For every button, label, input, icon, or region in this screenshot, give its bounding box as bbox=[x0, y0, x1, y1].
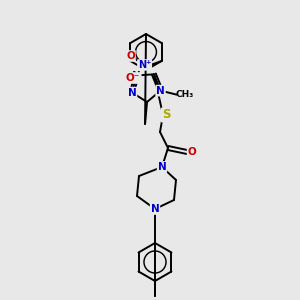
Text: N: N bbox=[156, 85, 165, 96]
Text: N: N bbox=[128, 88, 136, 98]
Text: N: N bbox=[132, 70, 141, 80]
Text: CH₃: CH₃ bbox=[176, 90, 194, 99]
Text: O: O bbox=[188, 147, 196, 157]
Text: N: N bbox=[151, 204, 159, 214]
Text: N: N bbox=[158, 162, 166, 172]
Text: O⁻: O⁻ bbox=[125, 73, 140, 83]
Text: N⁺: N⁺ bbox=[138, 60, 151, 70]
Text: S: S bbox=[162, 109, 170, 122]
Text: O: O bbox=[126, 51, 135, 61]
